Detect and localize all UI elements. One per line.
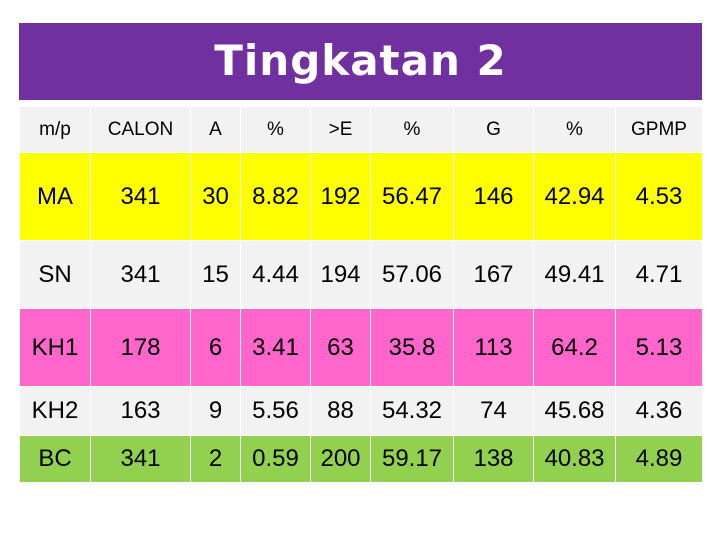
table-cell: 5.13 [615, 308, 703, 387]
header-cell: GPMP [615, 106, 703, 153]
table-cell: 4.71 [615, 240, 703, 309]
table-cell: 5.56 [240, 386, 311, 436]
table-cell: 194 [310, 240, 371, 309]
table-cell: 2 [190, 435, 241, 483]
table-cell: 4.36 [615, 386, 703, 436]
header-cell: m/p [19, 106, 91, 153]
table-cell: 88 [310, 386, 371, 436]
table-cell: 138 [453, 435, 534, 483]
header-cell: G [453, 106, 534, 153]
results-table: m/p CALON A % >E % G % GPMP MA 341 30 8.… [19, 106, 703, 483]
table-cell: 3.41 [240, 308, 311, 387]
table-row: MA 341 30 8.82 192 56.47 146 42.94 4.53 [19, 152, 703, 241]
table-cell: 63 [310, 308, 371, 387]
table-cell: 35.8 [370, 308, 454, 387]
header-cell: A [190, 106, 241, 153]
table-cell: 49.41 [533, 240, 616, 309]
table-cell: 15 [190, 240, 241, 309]
header-cell: >E [310, 106, 371, 153]
table-cell: 200 [310, 435, 371, 483]
table-cell: 64.2 [533, 308, 616, 387]
page-title: Tingkatan 2 [214, 36, 507, 85]
table-cell: 192 [310, 152, 371, 241]
table-cell: 45.68 [533, 386, 616, 436]
table-cell: 9 [190, 386, 241, 436]
table-cell: 74 [453, 386, 534, 436]
header-cell: CALON [90, 106, 191, 153]
table-cell: 163 [90, 386, 191, 436]
table-row: BC 341 2 0.59 200 59.17 138 40.83 4.89 [19, 435, 703, 483]
table-cell: BC [19, 435, 91, 483]
table-cell: 59.17 [370, 435, 454, 483]
table-cell: 341 [90, 240, 191, 309]
table-cell: MA [19, 152, 91, 241]
table-cell: 167 [453, 240, 534, 309]
table-row: SN 341 15 4.44 194 57.06 167 49.41 4.71 [19, 240, 703, 309]
table-cell: 113 [453, 308, 534, 387]
table-cell: 40.83 [533, 435, 616, 483]
table-cell: SN [19, 240, 91, 309]
table-cell: 4.89 [615, 435, 703, 483]
table-cell: 178 [90, 308, 191, 387]
header-cell: % [240, 106, 311, 153]
table-cell: 57.06 [370, 240, 454, 309]
table-cell: 341 [90, 435, 191, 483]
table-cell: KH2 [19, 386, 91, 436]
table-cell: 4.53 [615, 152, 703, 241]
title-banner: Tingkatan 2 [19, 23, 702, 100]
table-cell: KH1 [19, 308, 91, 387]
table-cell: 8.82 [240, 152, 311, 241]
table-cell: 56.47 [370, 152, 454, 241]
header-cell: % [370, 106, 454, 153]
table-cell: 341 [90, 152, 191, 241]
table-cell: 54.32 [370, 386, 454, 436]
table-cell: 146 [453, 152, 534, 241]
table-cell: 6 [190, 308, 241, 387]
table-row: KH1 178 6 3.41 63 35.8 113 64.2 5.13 [19, 308, 703, 387]
table-cell: 30 [190, 152, 241, 241]
table-cell: 42.94 [533, 152, 616, 241]
table-cell: 4.44 [240, 240, 311, 309]
table-row: KH2 163 9 5.56 88 54.32 74 45.68 4.36 [19, 386, 703, 436]
table-cell: 0.59 [240, 435, 311, 483]
header-cell: % [533, 106, 616, 153]
table-header-row: m/p CALON A % >E % G % GPMP [19, 106, 703, 153]
